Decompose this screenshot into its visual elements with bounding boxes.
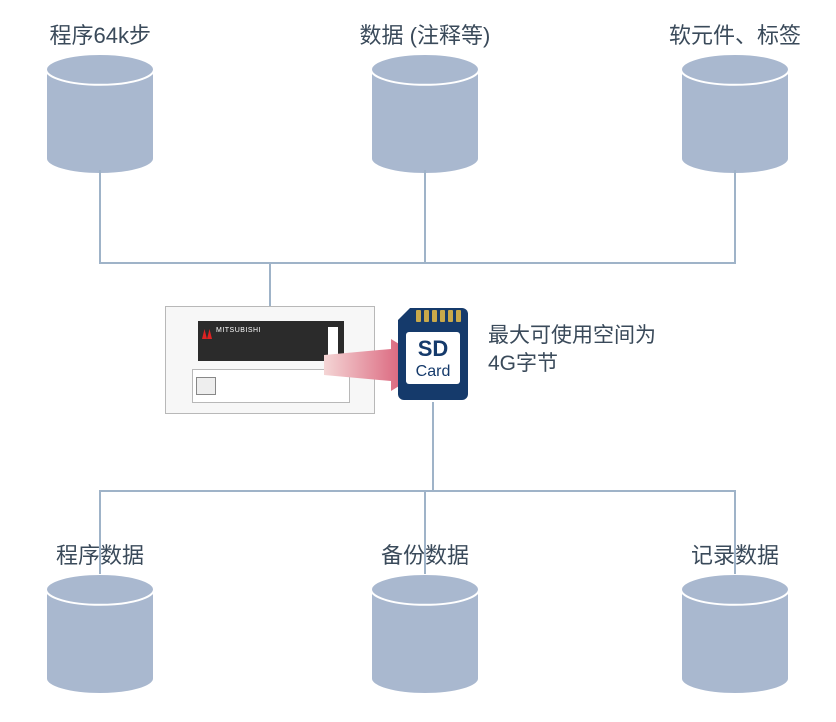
conn-top-bus	[99, 262, 736, 264]
cylinder-top-2	[370, 54, 480, 174]
top-label-3: 软元件、标签	[669, 18, 801, 50]
sd-caption-line2: 4G字节	[488, 350, 656, 378]
conn-top-v2	[424, 170, 426, 262]
bottom-label-1: 程序数据	[56, 538, 144, 570]
conn-bottom-bus	[99, 490, 736, 492]
top-label-1: 程序64k步	[50, 18, 151, 50]
sd-card-svg: SD Card	[396, 306, 470, 402]
sd-card-icon: SD Card	[396, 306, 470, 402]
conn-top-v1	[99, 170, 101, 262]
conn-top-v3	[734, 170, 736, 262]
cylinder-top-1	[45, 54, 155, 174]
sd-caption: 最大可使用空间为 4G字节	[488, 322, 656, 379]
svg-text:Card: Card	[416, 363, 451, 380]
cylinder-bottom-2	[370, 574, 480, 694]
cylinder-bottom-1	[45, 574, 155, 694]
plc-logo-icon	[202, 326, 212, 336]
svg-text:SD: SD	[418, 336, 449, 361]
top-label-2: 数据 (注释等)	[360, 18, 491, 50]
cylinder-top-3	[680, 54, 790, 174]
bottom-label-2: 备份数据	[381, 538, 469, 570]
plc-device: MITSUBISHI	[165, 306, 375, 414]
conn-bottom-center-stub	[432, 402, 434, 490]
cylinder-bottom-3	[680, 574, 790, 694]
sd-caption-line1: 最大可使用空间为	[488, 322, 656, 350]
conn-top-center-stub	[269, 262, 271, 306]
bottom-label-3: 记录数据	[691, 538, 779, 570]
